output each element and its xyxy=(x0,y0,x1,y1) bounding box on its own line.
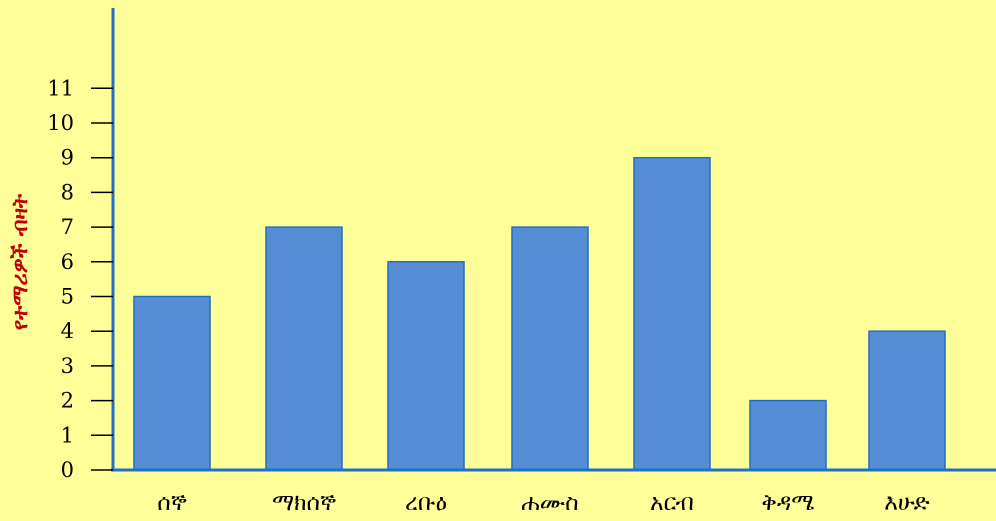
y-axis-title: የተማሪዎች ብዛት xyxy=(8,193,32,330)
x-tick-label: ማክሰኞ xyxy=(272,490,336,516)
bar-6 xyxy=(749,399,827,471)
x-tick-label: አርብ xyxy=(650,490,694,516)
y-tick-label: 1 xyxy=(61,423,74,447)
y-tick-label: 7 xyxy=(61,215,74,239)
y-tick-label: 10 xyxy=(47,111,74,135)
y-tick-label: 0 xyxy=(61,458,74,482)
labels-layer: 0 1 2 3 4 5 6 7 8 9 10 11 ሰኞ ማክሰኞ ረቡዕ ሐሙስ አርብ ቅዳሜ እሁድ የተማሪዎ… xyxy=(8,76,930,516)
x-tick-label: ቅዳሜ xyxy=(761,490,814,516)
bar-3 xyxy=(387,261,465,471)
x-tick-label: ሰኞ xyxy=(157,490,187,516)
y-tick-label: 9 xyxy=(61,146,74,170)
bars-layer xyxy=(133,156,946,471)
bar-1 xyxy=(133,295,211,471)
bar-2 xyxy=(265,226,343,471)
y-tick-label: 11 xyxy=(47,76,74,100)
y-tick-label: 6 xyxy=(61,250,74,274)
bar-7 xyxy=(868,330,946,471)
x-tick-label: ሐሙስ xyxy=(521,490,578,516)
y-tick-label: 3 xyxy=(61,354,74,378)
x-tick-label: እሁድ xyxy=(884,490,929,516)
bar-4 xyxy=(511,226,589,471)
axes-layer xyxy=(91,8,996,472)
y-tick-label: 5 xyxy=(61,285,74,309)
y-tick-label: 8 xyxy=(61,180,74,204)
y-tick-label: 2 xyxy=(61,389,74,413)
y-tick-label: 4 xyxy=(61,319,74,343)
bar-5 xyxy=(633,156,711,471)
x-tick-label: ረቡዕ xyxy=(405,490,447,516)
